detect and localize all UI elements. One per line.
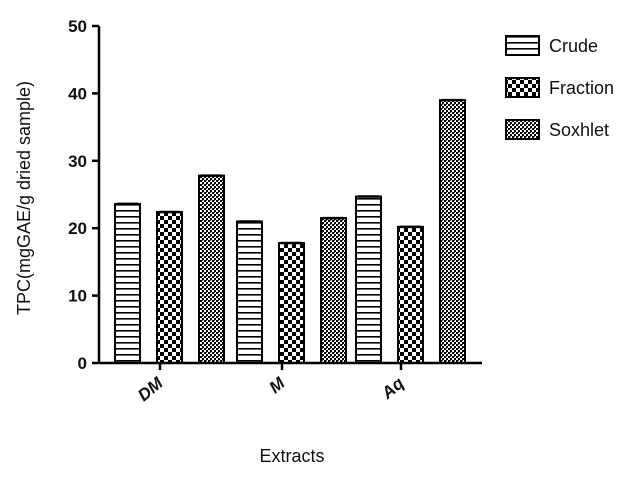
x-axis: DM M Aq xyxy=(99,361,482,405)
y-tick-label: 40 xyxy=(68,84,87,103)
legend-label-soxhlet: Soxhlet xyxy=(549,120,609,140)
legend-label-crude: Crude xyxy=(549,36,598,56)
y-tick-label: 10 xyxy=(68,287,87,306)
y-axis: 0 10 20 30 40 50 xyxy=(68,17,101,373)
x-tick-label: Aq xyxy=(377,373,408,403)
bar-fraction-dm xyxy=(156,211,183,364)
bar-fraction-aq xyxy=(397,225,424,364)
bar-crude-aq xyxy=(355,195,382,364)
bar-crude-m xyxy=(236,220,263,364)
bar-fraction-m xyxy=(278,242,305,364)
legend: Crude Fraction Soxhlet xyxy=(505,35,614,140)
legend-label-fraction: Fraction xyxy=(549,78,614,98)
bar-soxhlet-aq xyxy=(439,99,466,364)
y-axis-title: TPC(mgGAE/g dried sample) xyxy=(14,81,34,315)
y-tick-label: 50 xyxy=(68,17,87,36)
y-tick-label: 30 xyxy=(68,152,87,171)
x-tick-label: M xyxy=(266,373,290,397)
bar-soxhlet-m xyxy=(320,217,347,364)
plot-area xyxy=(114,98,466,364)
bar-crude-dm xyxy=(114,202,141,364)
x-tick-label: DM xyxy=(134,373,167,405)
x-axis-title: Extracts xyxy=(259,446,324,466)
legend-swatch-soxhlet xyxy=(505,119,540,140)
y-tick-label: 20 xyxy=(68,219,87,238)
bar-soxhlet-dm xyxy=(198,174,225,364)
legend-swatch-crude xyxy=(505,35,540,56)
y-tick-label: 0 xyxy=(78,354,87,373)
legend-swatch-fraction xyxy=(505,77,540,98)
